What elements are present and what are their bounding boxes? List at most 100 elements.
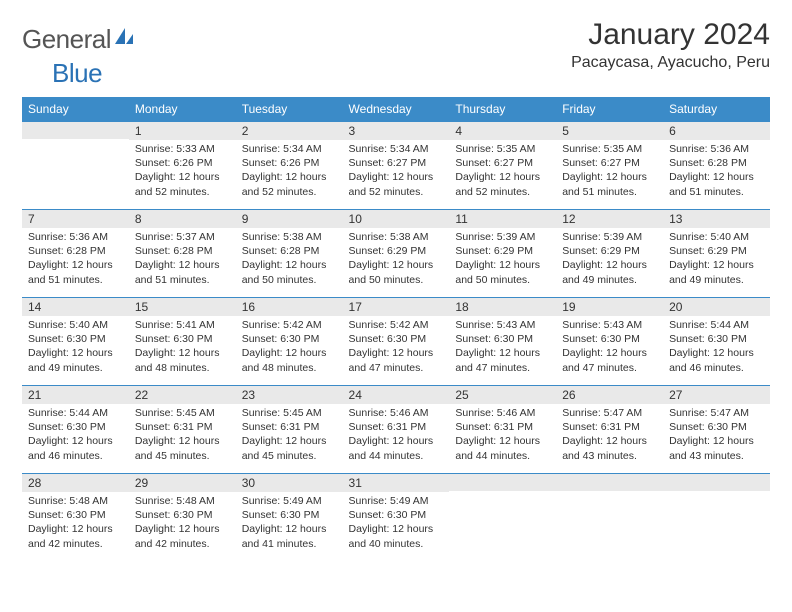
calendar-cell: 3Sunrise: 5:34 AMSunset: 6:27 PMDaylight… [343, 122, 450, 210]
calendar-cell: 29Sunrise: 5:48 AMSunset: 6:30 PMDayligh… [129, 474, 236, 562]
day-number: 19 [556, 298, 663, 316]
calendar-cell: 12Sunrise: 5:39 AMSunset: 6:29 PMDayligh… [556, 210, 663, 298]
day-number [449, 474, 556, 491]
calendar-cell: 14Sunrise: 5:40 AMSunset: 6:30 PMDayligh… [22, 298, 129, 386]
day-number [663, 474, 770, 491]
day-number: 29 [129, 474, 236, 492]
day-details: Sunrise: 5:48 AMSunset: 6:30 PMDaylight:… [22, 492, 129, 555]
day-details: Sunrise: 5:34 AMSunset: 6:27 PMDaylight:… [343, 140, 450, 203]
weekday-header-row: Sunday Monday Tuesday Wednesday Thursday… [22, 97, 770, 122]
day-details: Sunrise: 5:35 AMSunset: 6:27 PMDaylight:… [449, 140, 556, 203]
day-details: Sunrise: 5:39 AMSunset: 6:29 PMDaylight:… [556, 228, 663, 291]
calendar-row: 7Sunrise: 5:36 AMSunset: 6:28 PMDaylight… [22, 210, 770, 298]
day-number: 8 [129, 210, 236, 228]
day-number: 5 [556, 122, 663, 140]
day-details: Sunrise: 5:37 AMSunset: 6:28 PMDaylight:… [129, 228, 236, 291]
day-number: 7 [22, 210, 129, 228]
weekday-header: Wednesday [343, 97, 450, 122]
day-number: 12 [556, 210, 663, 228]
day-number [22, 122, 129, 139]
day-details: Sunrise: 5:46 AMSunset: 6:31 PMDaylight:… [343, 404, 450, 467]
calendar-cell: 30Sunrise: 5:49 AMSunset: 6:30 PMDayligh… [236, 474, 343, 562]
calendar-cell: 25Sunrise: 5:46 AMSunset: 6:31 PMDayligh… [449, 386, 556, 474]
day-details: Sunrise: 5:42 AMSunset: 6:30 PMDaylight:… [236, 316, 343, 379]
logo-sail-icon [113, 26, 135, 53]
weekday-header: Tuesday [236, 97, 343, 122]
calendar-cell [556, 474, 663, 562]
calendar-cell [663, 474, 770, 562]
day-details: Sunrise: 5:38 AMSunset: 6:29 PMDaylight:… [343, 228, 450, 291]
weekday-header: Monday [129, 97, 236, 122]
day-number: 16 [236, 298, 343, 316]
day-number: 9 [236, 210, 343, 228]
calendar-table: Sunday Monday Tuesday Wednesday Thursday… [22, 97, 770, 562]
calendar-cell: 16Sunrise: 5:42 AMSunset: 6:30 PMDayligh… [236, 298, 343, 386]
logo-text-2: Blue [52, 58, 102, 88]
day-details: Sunrise: 5:43 AMSunset: 6:30 PMDaylight:… [449, 316, 556, 379]
logo-text-1: General [22, 24, 111, 55]
day-number: 13 [663, 210, 770, 228]
weekday-header: Sunday [22, 97, 129, 122]
day-details: Sunrise: 5:35 AMSunset: 6:27 PMDaylight:… [556, 140, 663, 203]
calendar-cell: 31Sunrise: 5:49 AMSunset: 6:30 PMDayligh… [343, 474, 450, 562]
day-details: Sunrise: 5:46 AMSunset: 6:31 PMDaylight:… [449, 404, 556, 467]
day-details: Sunrise: 5:45 AMSunset: 6:31 PMDaylight:… [236, 404, 343, 467]
day-details: Sunrise: 5:39 AMSunset: 6:29 PMDaylight:… [449, 228, 556, 291]
day-number: 31 [343, 474, 450, 492]
calendar-cell: 13Sunrise: 5:40 AMSunset: 6:29 PMDayligh… [663, 210, 770, 298]
calendar-cell: 7Sunrise: 5:36 AMSunset: 6:28 PMDaylight… [22, 210, 129, 298]
day-number: 1 [129, 122, 236, 140]
calendar-cell: 18Sunrise: 5:43 AMSunset: 6:30 PMDayligh… [449, 298, 556, 386]
calendar-cell: 23Sunrise: 5:45 AMSunset: 6:31 PMDayligh… [236, 386, 343, 474]
day-details: Sunrise: 5:43 AMSunset: 6:30 PMDaylight:… [556, 316, 663, 379]
calendar-row: 14Sunrise: 5:40 AMSunset: 6:30 PMDayligh… [22, 298, 770, 386]
day-number: 3 [343, 122, 450, 140]
weekday-header: Friday [556, 97, 663, 122]
weekday-header: Saturday [663, 97, 770, 122]
day-number: 22 [129, 386, 236, 404]
day-details: Sunrise: 5:33 AMSunset: 6:26 PMDaylight:… [129, 140, 236, 203]
day-number: 11 [449, 210, 556, 228]
calendar-cell: 1Sunrise: 5:33 AMSunset: 6:26 PMDaylight… [129, 122, 236, 210]
calendar-cell: 10Sunrise: 5:38 AMSunset: 6:29 PMDayligh… [343, 210, 450, 298]
day-details: Sunrise: 5:41 AMSunset: 6:30 PMDaylight:… [129, 316, 236, 379]
day-number: 10 [343, 210, 450, 228]
day-details: Sunrise: 5:40 AMSunset: 6:30 PMDaylight:… [22, 316, 129, 379]
day-number: 17 [343, 298, 450, 316]
day-number: 23 [236, 386, 343, 404]
calendar-cell: 8Sunrise: 5:37 AMSunset: 6:28 PMDaylight… [129, 210, 236, 298]
calendar-cell: 22Sunrise: 5:45 AMSunset: 6:31 PMDayligh… [129, 386, 236, 474]
calendar-row: 28Sunrise: 5:48 AMSunset: 6:30 PMDayligh… [22, 474, 770, 562]
day-number: 4 [449, 122, 556, 140]
calendar-cell: 28Sunrise: 5:48 AMSunset: 6:30 PMDayligh… [22, 474, 129, 562]
day-number: 27 [663, 386, 770, 404]
day-number: 28 [22, 474, 129, 492]
day-number: 18 [449, 298, 556, 316]
day-details: Sunrise: 5:36 AMSunset: 6:28 PMDaylight:… [22, 228, 129, 291]
day-number: 14 [22, 298, 129, 316]
calendar-cell: 5Sunrise: 5:35 AMSunset: 6:27 PMDaylight… [556, 122, 663, 210]
calendar-cell: 20Sunrise: 5:44 AMSunset: 6:30 PMDayligh… [663, 298, 770, 386]
day-details: Sunrise: 5:38 AMSunset: 6:28 PMDaylight:… [236, 228, 343, 291]
day-number [556, 474, 663, 491]
day-number: 25 [449, 386, 556, 404]
day-number: 24 [343, 386, 450, 404]
calendar-cell: 27Sunrise: 5:47 AMSunset: 6:30 PMDayligh… [663, 386, 770, 474]
day-details: Sunrise: 5:36 AMSunset: 6:28 PMDaylight:… [663, 140, 770, 203]
calendar-cell [22, 122, 129, 210]
day-number: 30 [236, 474, 343, 492]
day-details: Sunrise: 5:44 AMSunset: 6:30 PMDaylight:… [663, 316, 770, 379]
calendar-cell: 24Sunrise: 5:46 AMSunset: 6:31 PMDayligh… [343, 386, 450, 474]
day-details: Sunrise: 5:45 AMSunset: 6:31 PMDaylight:… [129, 404, 236, 467]
calendar-cell [449, 474, 556, 562]
day-details: Sunrise: 5:48 AMSunset: 6:30 PMDaylight:… [129, 492, 236, 555]
day-details: Sunrise: 5:42 AMSunset: 6:30 PMDaylight:… [343, 316, 450, 379]
calendar-cell: 17Sunrise: 5:42 AMSunset: 6:30 PMDayligh… [343, 298, 450, 386]
day-number: 15 [129, 298, 236, 316]
day-details: Sunrise: 5:34 AMSunset: 6:26 PMDaylight:… [236, 140, 343, 203]
calendar-cell: 11Sunrise: 5:39 AMSunset: 6:29 PMDayligh… [449, 210, 556, 298]
day-details: Sunrise: 5:40 AMSunset: 6:29 PMDaylight:… [663, 228, 770, 291]
day-number: 6 [663, 122, 770, 140]
calendar-cell: 4Sunrise: 5:35 AMSunset: 6:27 PMDaylight… [449, 122, 556, 210]
day-number: 26 [556, 386, 663, 404]
